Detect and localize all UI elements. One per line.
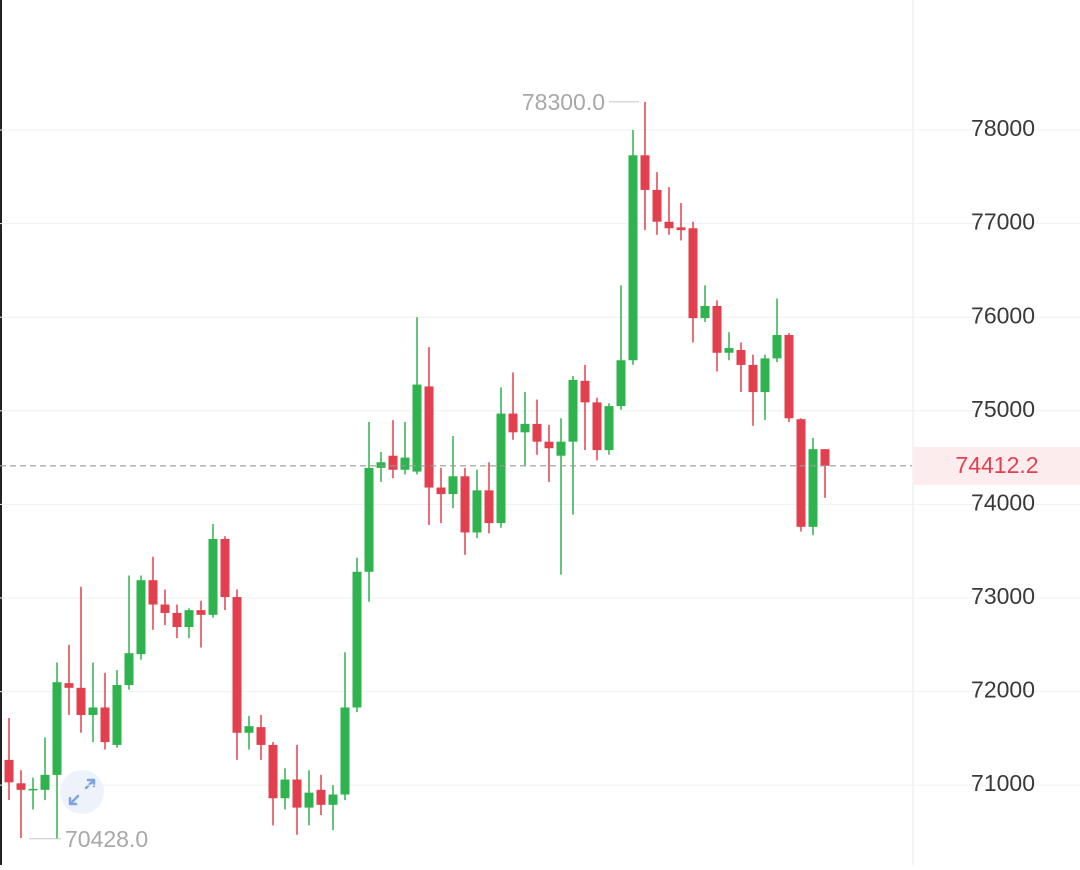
- candle-body: [184, 610, 194, 627]
- candle-body: [424, 386, 434, 488]
- candle-body: [472, 490, 482, 533]
- candle-body: [820, 449, 830, 466]
- candle-body: [628, 155, 638, 361]
- candle-body: [364, 467, 374, 572]
- candle-body: [580, 380, 590, 403]
- candle-body: [136, 580, 146, 655]
- candle-body: [280, 779, 290, 799]
- left-border: [0, 0, 2, 865]
- expand-icon[interactable]: [60, 770, 104, 814]
- candle-body: [676, 227, 686, 231]
- candle-body: [484, 490, 494, 524]
- candle-body: [316, 789, 326, 805]
- candle-body: [772, 334, 782, 359]
- candle-body: [244, 726, 254, 733]
- candle-body: [232, 597, 242, 733]
- candle-body: [700, 305, 710, 319]
- candle-body: [292, 779, 302, 808]
- expand-icon-bg: [60, 770, 104, 814]
- candle-body: [388, 455, 398, 470]
- candle-body: [412, 384, 422, 472]
- candle-body: [4, 759, 14, 783]
- candle-body: [256, 727, 266, 745]
- candle-body: [448, 476, 458, 495]
- candle-body: [52, 682, 62, 775]
- expand-arrows: [68, 778, 96, 806]
- candle-body: [100, 707, 110, 743]
- candle-body: [28, 788, 38, 791]
- candle-body: [784, 334, 794, 419]
- candle-body: [40, 774, 50, 790]
- candle-body: [736, 349, 746, 365]
- candle-body: [544, 441, 554, 449]
- candle-body: [652, 189, 662, 222]
- candle-body: [16, 783, 26, 790]
- plot: 71000 72000 73000 74000 75000 76000 77000 78000…: [0, 89, 1080, 852]
- candle-body: [112, 685, 122, 745]
- candle-body: [172, 612, 182, 627]
- candle-body: [520, 423, 530, 433]
- candle-body: [124, 653, 134, 686]
- y-tick-label: 72000: [971, 677, 1035, 703]
- candle-body: [592, 402, 602, 451]
- candle-body: [664, 221, 674, 229]
- candle-body: [328, 794, 338, 805]
- candle-body: [724, 348, 734, 353]
- candle-body: [640, 155, 650, 190]
- candle-body: [808, 449, 818, 527]
- candle-body: [796, 419, 806, 527]
- y-tick-label: 73000: [971, 583, 1035, 609]
- candle-body: [196, 610, 206, 615]
- max-annotation-label: 78300.0: [522, 89, 605, 115]
- candle-body: [604, 406, 614, 451]
- y-tick-label: 74000: [971, 489, 1035, 515]
- candle-body: [340, 707, 350, 795]
- candle-body: [616, 360, 626, 407]
- candle-body: [376, 462, 386, 468]
- y-tick-label: 71000: [971, 770, 1035, 796]
- candle-body: [304, 792, 314, 808]
- candle-body: [436, 487, 446, 495]
- candle-body: [208, 539, 218, 615]
- candle-body: [160, 604, 170, 613]
- candle-body: [688, 228, 698, 319]
- last-price-label: 74412.2: [955, 452, 1038, 478]
- last-price-tag: [914, 446, 1080, 485]
- candle-body: [532, 423, 542, 442]
- candle-body: [568, 379, 578, 442]
- candle-body: [352, 571, 362, 708]
- candle-body: [400, 457, 410, 470]
- candle-body: [556, 441, 566, 456]
- candle-body: [508, 413, 518, 433]
- candle-body: [748, 364, 758, 393]
- y-tick-label: 75000: [971, 396, 1035, 422]
- candle-body: [220, 539, 230, 598]
- candle-body: [88, 707, 98, 715]
- candle-body: [460, 476, 470, 533]
- candle-body: [712, 305, 722, 353]
- candle-body: [760, 358, 770, 393]
- y-tick-label: 77000: [971, 209, 1035, 235]
- candle-body: [64, 683, 74, 688]
- y-tick-label: 76000: [971, 302, 1035, 328]
- candle-body: [76, 687, 86, 715]
- min-annotation-label: 70428.0: [65, 826, 148, 852]
- candle-body: [268, 744, 278, 799]
- candle-body: [148, 580, 158, 605]
- y-tick-label: 78000: [971, 115, 1035, 141]
- candle-body: [496, 413, 506, 524]
